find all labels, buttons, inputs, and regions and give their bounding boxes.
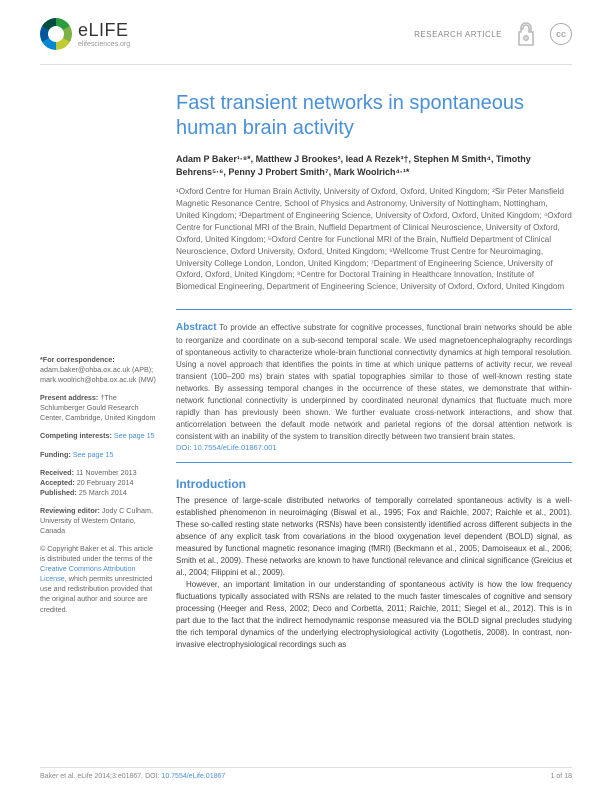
journal-name: eLIFE — [78, 20, 130, 41]
editor-label: Reviewing editor: — [40, 506, 100, 515]
accepted-date: 20 February 2014 — [77, 478, 134, 487]
funding-label: Funding: — [40, 450, 71, 459]
competing-label: Competing interests: — [40, 431, 112, 440]
correspondence-text: adam.baker@ohba.ox.ac.uk (APB); mark.woo… — [40, 365, 156, 384]
funding-link[interactable]: See page 15 — [73, 450, 114, 459]
copyright-text: Copyright Baker et al. This article is d… — [40, 544, 153, 563]
intro-paragraph-2: However, an important limitation in our … — [176, 579, 572, 651]
introduction-heading: Introduction — [176, 477, 572, 491]
page-number: 1 of 18 — [551, 773, 572, 780]
author-list: Adam P Baker¹·⁸*, Matthew J Brookes², Ie… — [176, 153, 572, 178]
abstract-label: Abstract — [176, 322, 217, 333]
footer-citation: Baker et al. eLife 2014;3:e01867. — [40, 773, 143, 780]
article-body: Fast transient networks in spontaneous h… — [176, 65, 572, 651]
accepted-label: Accepted: — [40, 478, 75, 487]
metadata-sidebar: *For correspondence: adam.baker@ohba.ox.… — [40, 65, 160, 651]
received-date: 11 November 2013 — [76, 468, 137, 477]
abstract-body: To provide an effective substrate for co… — [176, 323, 572, 441]
abstract-section: Abstract To provide an effective substra… — [176, 309, 572, 463]
affiliation-list: ¹Oxford Centre for Human Brain Activity,… — [176, 186, 572, 293]
abstract-doi-link[interactable]: DOI: 10.7554/eLife.01867.001 — [176, 443, 277, 452]
received-label: Received: — [40, 468, 74, 477]
open-access-icon — [516, 21, 536, 47]
footer-doi-label: DOI: — [145, 773, 159, 780]
article-title: Fast transient networks in spontaneous h… — [176, 91, 572, 141]
intro-paragraph-1: The presence of large-scale distributed … — [176, 495, 572, 579]
competing-link[interactable]: See page 15 — [114, 431, 155, 440]
present-address-label: Present address: — [40, 393, 98, 402]
footer-doi-link[interactable]: 10.7554/eLife.01867 — [161, 773, 225, 780]
journal-logo: eLIFE elifesciences.org — [40, 18, 130, 50]
published-date: 25 March 2014 — [79, 488, 127, 497]
page-footer: Baker et al. eLife 2014;3:e01867. DOI: 1… — [40, 767, 572, 780]
article-type-label: RESEARCH ARTICLE — [414, 30, 502, 39]
copyright-prefix: © — [40, 544, 45, 553]
correspondence-label: *For correspondence: — [40, 355, 115, 364]
elife-logo-icon — [40, 18, 72, 50]
cc-license-icon: cc — [550, 23, 572, 45]
published-label: Published: — [40, 488, 77, 497]
journal-url: elifesciences.org — [78, 41, 130, 48]
page-header: eLIFE elifesciences.org RESEARCH ARTICLE… — [0, 0, 612, 60]
